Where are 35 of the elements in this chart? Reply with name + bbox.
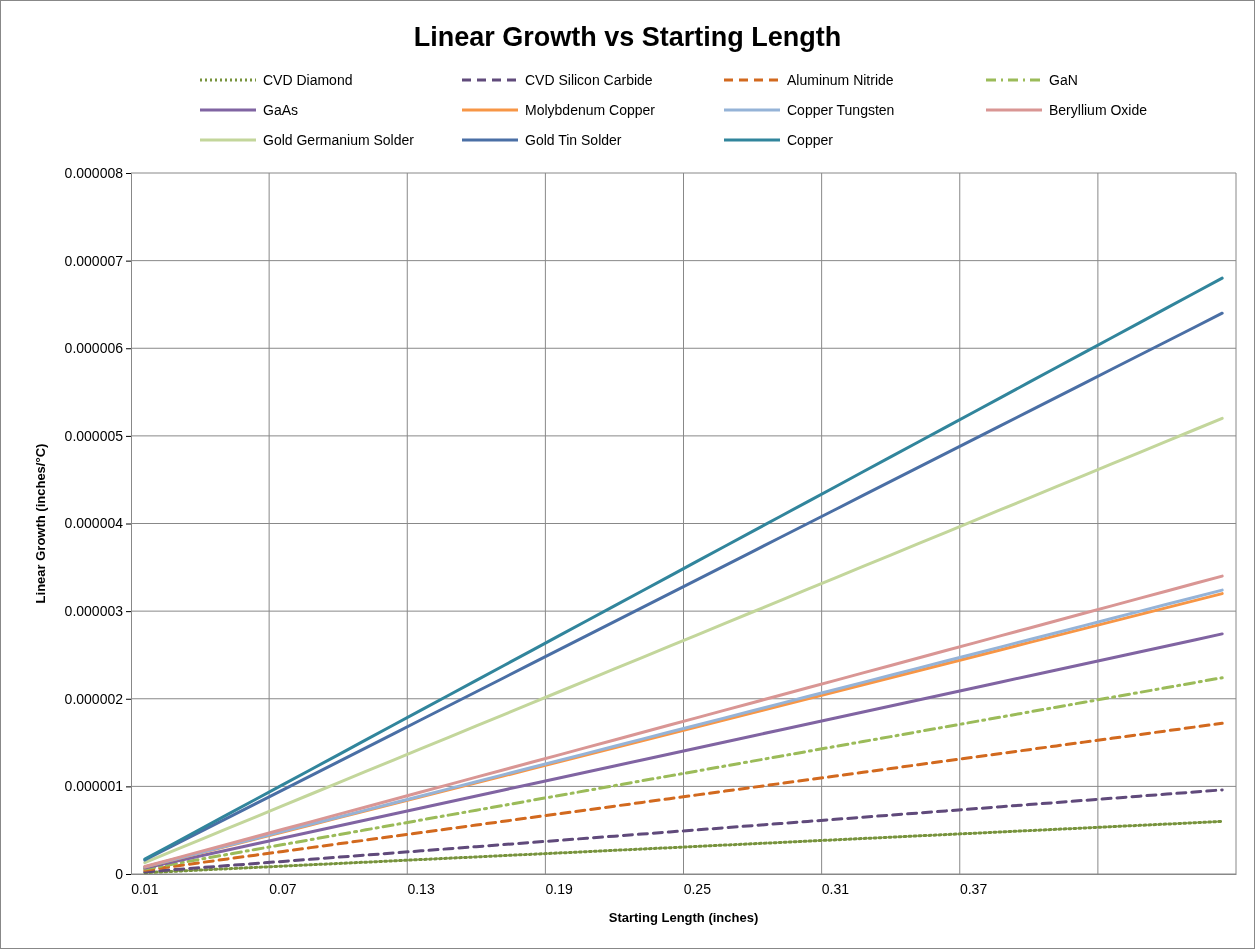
x-tick-label: 0.13 <box>407 880 435 897</box>
x-axis-title: Starting Length (inches) <box>608 910 759 925</box>
legend-label: Gold Germanium Solder <box>263 132 415 148</box>
y-tick-label: 0.000006 <box>64 340 124 357</box>
x-tick-label: 0.37 <box>959 880 988 897</box>
y-tick-label: 0.000005 <box>64 427 124 444</box>
y-tick-label: 0.000002 <box>64 690 124 707</box>
x-tick-label: 0.31 <box>821 880 850 897</box>
legend-label: CVD Diamond <box>263 72 353 88</box>
y-tick-label: 0.000001 <box>64 778 124 795</box>
line-series <box>143 819 1224 875</box>
legend-label: GaN <box>1049 72 1078 88</box>
legend-label: CVD Silicon Carbide <box>525 72 653 88</box>
x-tick-label: 0.25 <box>683 880 712 897</box>
y-tick-label: 0.000008 <box>64 164 124 181</box>
line-series <box>143 416 1224 865</box>
y-tick-label: 0.000003 <box>64 603 124 620</box>
x-tick-label: 0.07 <box>269 880 297 897</box>
legend-label: Aluminum Nitride <box>787 72 894 88</box>
line-series <box>143 788 1224 874</box>
x-tick-label: 0.01 <box>131 880 159 897</box>
chart-title: Linear Growth vs Starting Length <box>413 22 842 52</box>
y-axis-title: Linear Growth (inches/°C) <box>33 443 48 604</box>
y-tick-label: 0.000004 <box>64 515 124 532</box>
y-tick-label: 0 <box>115 865 124 882</box>
line-series <box>143 721 1224 872</box>
legend-label: Copper <box>787 132 834 148</box>
line-series <box>143 676 1224 871</box>
legend-label: Beryllium Oxide <box>1049 102 1148 118</box>
legend-label: GaAs <box>263 102 299 118</box>
legend-label: Copper Tungsten <box>787 102 895 118</box>
y-tick-label: 0.000007 <box>64 252 124 269</box>
x-tick-label: 0.19 <box>545 880 574 897</box>
legend-label: Gold Tin Solder <box>525 132 622 148</box>
legend-label: Molybdenum Copper <box>525 102 656 118</box>
